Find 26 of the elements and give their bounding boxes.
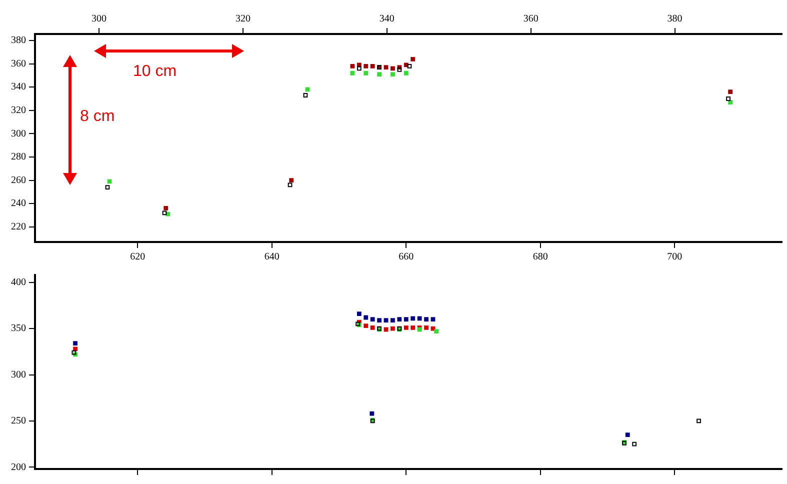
- y-tick-label: 320: [11, 105, 26, 116]
- x2-tick-label: 340: [379, 14, 394, 25]
- x2-tick-label: 360: [523, 14, 538, 25]
- x2-tick-label: 300: [92, 14, 107, 25]
- x-tick-label: 640: [264, 252, 280, 263]
- y-tick-label: 280: [11, 152, 26, 163]
- x2-tick-label: 320: [235, 14, 250, 25]
- annotation: 10 cm: [133, 63, 177, 81]
- x-tick-label: 660: [398, 252, 414, 263]
- x2-tick-label: 380: [667, 14, 682, 25]
- x-tick-label: 700: [667, 252, 682, 263]
- x-tick-label: 680: [532, 252, 548, 263]
- y-tick-label: 220: [11, 221, 26, 232]
- annotation: 8 cm: [80, 108, 115, 126]
- y-tick-label: 350: [11, 323, 26, 334]
- y-tick-label: 260: [11, 174, 26, 186]
- y-tick-label: 300: [11, 369, 26, 380]
- y-tick-label: 400: [11, 277, 26, 288]
- y-tick-label: 200: [11, 462, 26, 473]
- y-tick-label: 340: [11, 82, 26, 93]
- y-tick-label: 300: [11, 128, 26, 140]
- y-tick-label: 360: [11, 58, 26, 70]
- y-tick-label: 380: [11, 35, 26, 46]
- x-tick-label: 620: [130, 252, 146, 263]
- y-tick-label: 240: [11, 198, 26, 210]
- y-tick-label: 250: [11, 416, 26, 427]
